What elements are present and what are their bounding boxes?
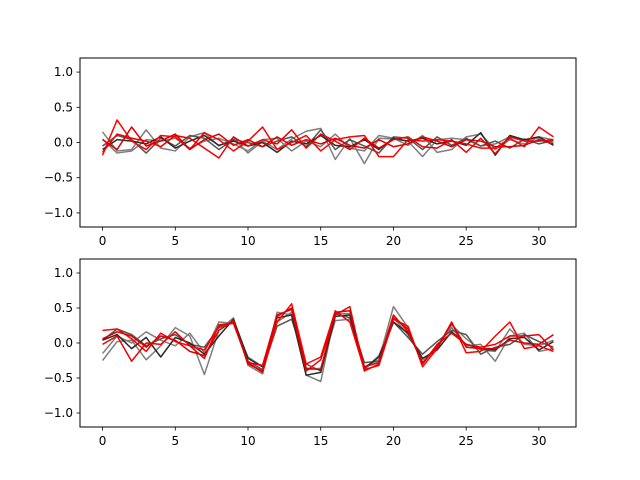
bottom-x-tick-label: 30: [531, 434, 546, 448]
top-subplot-axes: 0 5 10 15 20 25 30 −1.0 −0.5 0.0 0.5 1.0: [44, 65, 547, 248]
bottom-x-tick-label: 10: [240, 434, 255, 448]
bottom-y-tick-label: −1.0: [44, 406, 73, 420]
top-x-tick-label: 5: [171, 234, 179, 248]
bottom-y-tick-label: 1.0: [54, 266, 73, 280]
top-y-tick-label: 1.0: [54, 65, 73, 79]
bottom-x-tick-label: 15: [313, 434, 328, 448]
bottom-y-tick-label: 0.5: [54, 301, 73, 315]
top-x-tick-label: 0: [99, 234, 107, 248]
bottom-series-1-line: [101, 305, 554, 383]
top-y-tick-label: 0.0: [54, 136, 73, 150]
bottom-x-tick-label: 0: [99, 434, 107, 448]
top-x-tick-label: 20: [386, 234, 401, 248]
bottom-subplot-series-group: [101, 303, 554, 383]
bottom-x-tick-label: 25: [459, 434, 474, 448]
top-x-tick-label: 15: [313, 234, 328, 248]
top-subplot: 0 5 10 15 20 25 30 −1.0 −0.5 0.0 0.5 1.0: [44, 57, 577, 248]
bottom-subplot-axes: 0 5 10 15 20 25 30 −1.0 −0.5 0.0 0.5 1.0: [44, 266, 547, 448]
bottom-y-tick-label: −0.5: [44, 371, 73, 385]
top-subplot-series-group: [101, 119, 554, 165]
top-x-tick-label: 25: [459, 234, 474, 248]
top-x-tick-label: 30: [531, 234, 546, 248]
top-series-5-line: [101, 119, 554, 158]
bottom-x-tick-label: 5: [171, 434, 179, 448]
bottom-series-7-line: [102, 307, 554, 372]
bottom-subplot: 0 5 10 15 20 25 30 −1.0 −0.5 0.0 0.5 1.0: [44, 258, 577, 448]
bottom-x-tick-label: 20: [386, 434, 401, 448]
bottom-series-6-line: [102, 305, 554, 372]
top-y-tick-label: −0.5: [44, 171, 73, 185]
bottom-y-tick-label: 0.0: [54, 336, 73, 350]
top-y-tick-label: 0.5: [54, 100, 73, 114]
top-x-tick-label: 10: [240, 234, 255, 248]
top-series-7-line: [102, 126, 554, 151]
top-y-tick-label: −1.0: [44, 206, 73, 220]
